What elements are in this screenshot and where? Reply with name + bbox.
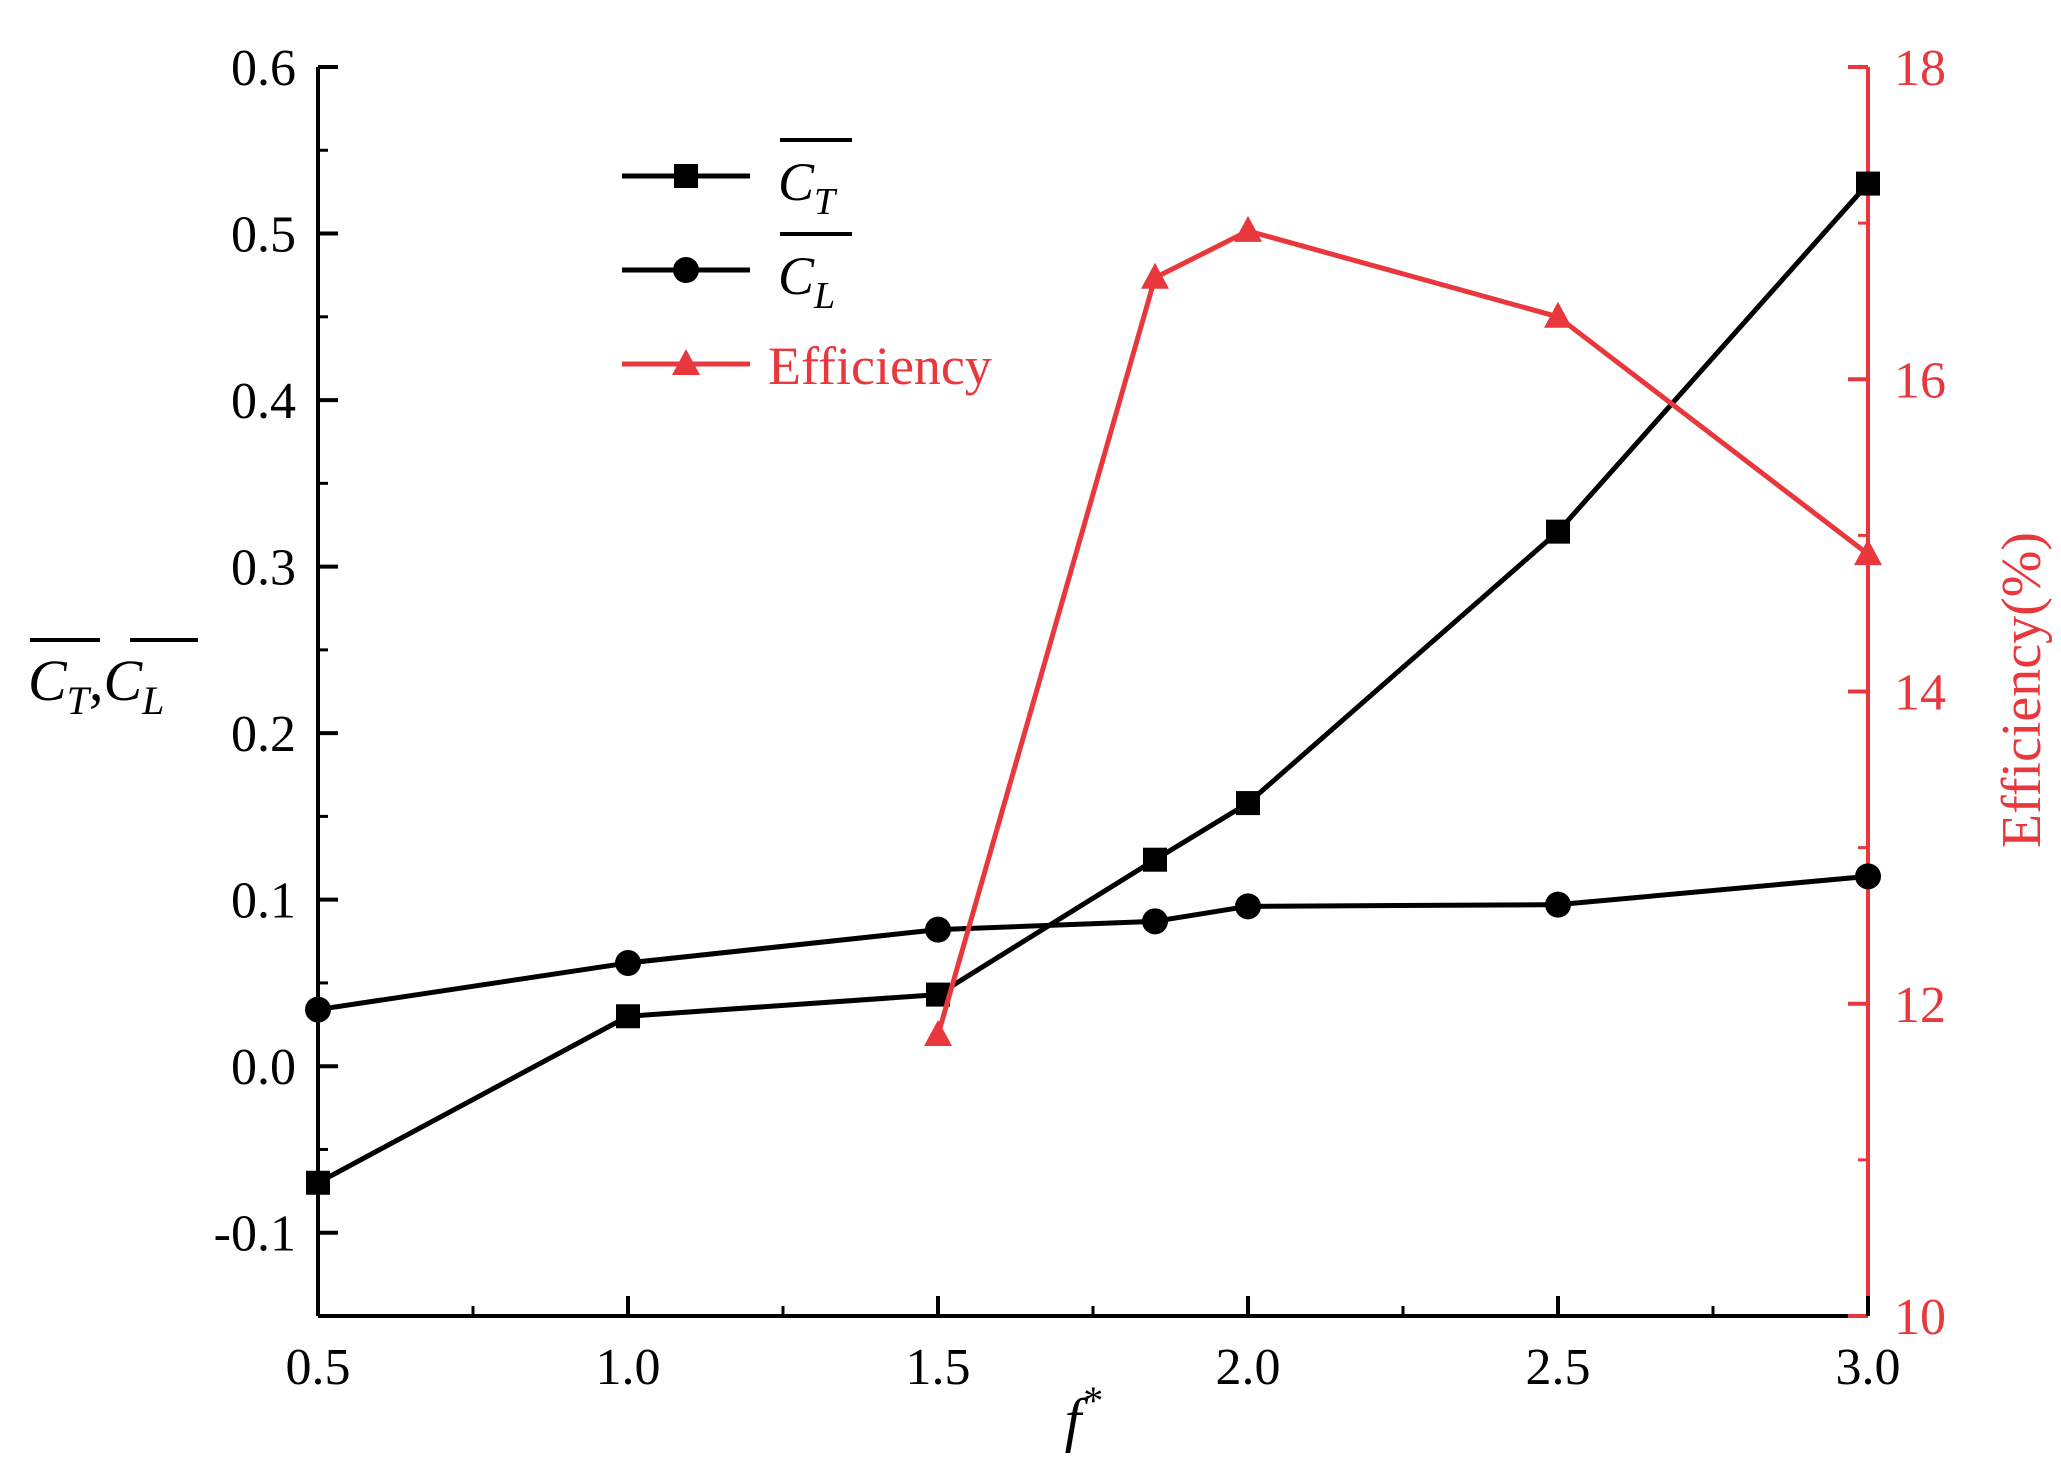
axes: -0.1 0.0 0.1 0.2 0.3 0.4 0.5 0.6 10 12 14 16 18 0.5 1.… — [28, 40, 2053, 1453]
series-line-c-t — [316, 181, 1870, 1185]
x-tick-label: 1.5 — [906, 1339, 971, 1396]
data-point-c-l — [305, 996, 331, 1023]
data-point-c-t — [1546, 519, 1570, 544]
x-axis-title: f* — [1065, 1378, 1102, 1453]
x-tick-label: 1.0 — [596, 1339, 661, 1396]
legend-label: CL — [778, 246, 835, 317]
y-left-tick-label: 0.5 — [231, 207, 296, 264]
y-axis-left-title: CT,CL — [28, 648, 164, 723]
y-right-tick-label: 16 — [1894, 352, 1946, 409]
x-tick-label: 3.0 — [1836, 1339, 1901, 1396]
y-right-tick-label: 10 — [1894, 1289, 1946, 1346]
y-left-tick-label: 0.6 — [231, 40, 296, 97]
y-left-tick-label: 0.1 — [231, 873, 296, 930]
legend-marker — [672, 349, 700, 375]
data-point-c-l — [615, 949, 641, 976]
data-point-efficiency — [1141, 262, 1169, 289]
series-line-efficiency — [935, 228, 1870, 1036]
y-left-tick-label: 0.4 — [231, 373, 296, 430]
data-point-c-t — [1143, 847, 1167, 872]
plot-area — [305, 171, 1882, 1195]
data-point-c-l — [1235, 893, 1261, 920]
x-tick-label: 2.0 — [1216, 1339, 1281, 1396]
data-point-efficiency — [1854, 539, 1882, 566]
data-point-c-t — [306, 1170, 330, 1195]
data-point-c-l — [1855, 863, 1881, 890]
data-point-efficiency — [1234, 215, 1262, 242]
y-left-tick-label: 0.3 — [231, 540, 296, 597]
data-point-efficiency — [1544, 301, 1572, 328]
y-right-tick-label: 18 — [1894, 40, 1946, 97]
y-left-tick-label: -0.1 — [214, 1206, 296, 1263]
y-axis-right-title: Efficiency(%) — [1991, 532, 2053, 848]
data-point-efficiency — [924, 1019, 952, 1046]
data-point-c-t — [1236, 791, 1260, 816]
data-point-c-t — [1856, 171, 1880, 196]
legend-marker — [673, 257, 699, 283]
data-point-c-t — [616, 1004, 640, 1029]
legend-label: CT — [778, 152, 838, 223]
y-left-tick-label: 0.2 — [231, 706, 296, 763]
x-tick-label: 2.5 — [1526, 1339, 1591, 1396]
legend-marker — [674, 164, 698, 188]
data-point-c-l — [1142, 908, 1168, 935]
legend: CT CL Efficiency — [622, 138, 992, 396]
y-right-tick-label: 14 — [1894, 665, 1946, 722]
legend-label: Efficiency — [768, 336, 992, 396]
y-right-tick-label: 12 — [1894, 977, 1946, 1034]
x-tick-label: 0.5 — [286, 1339, 351, 1396]
data-point-c-l — [925, 916, 951, 943]
data-point-c-l — [1545, 891, 1571, 918]
y-left-tick-label: 0.0 — [231, 1039, 296, 1096]
